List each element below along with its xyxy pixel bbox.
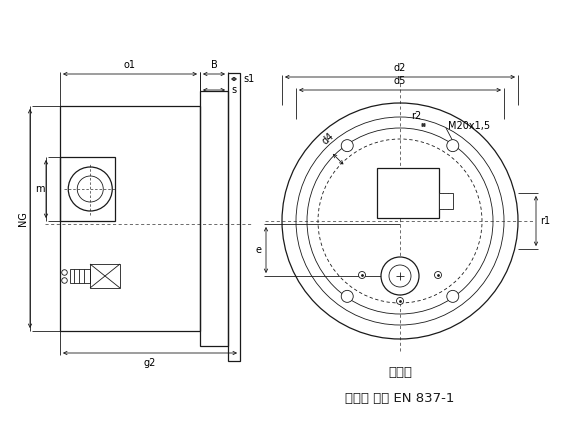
Text: e: e (256, 245, 262, 255)
Text: m: m (35, 184, 45, 194)
Text: d4: d4 (320, 131, 336, 147)
Text: s: s (231, 85, 236, 95)
Circle shape (341, 140, 353, 152)
Text: M20x1,5: M20x1,5 (448, 121, 490, 131)
Text: r1: r1 (540, 216, 550, 226)
Bar (60, 106, 200, 331)
Circle shape (381, 257, 419, 295)
Text: d5: d5 (394, 76, 406, 86)
Circle shape (341, 290, 353, 302)
Circle shape (447, 290, 459, 302)
Bar (439, 193, 453, 209)
Text: o1: o1 (124, 60, 136, 70)
Bar (377, 168, 439, 218)
Text: g2: g2 (144, 358, 156, 368)
Bar (60, 157, 115, 221)
Bar (90, 264, 120, 288)
Text: 固定孔: 固定孔 (388, 367, 412, 379)
Text: s1: s1 (243, 74, 254, 84)
Bar (70, 269, 90, 283)
Text: NG: NG (18, 211, 28, 226)
Circle shape (435, 272, 442, 279)
Text: d2: d2 (394, 63, 406, 73)
Bar (200, 91, 228, 346)
Circle shape (396, 298, 403, 304)
Text: 长孔， 根据 EN 837-1: 长孔， 根据 EN 837-1 (345, 392, 455, 405)
Text: B: B (210, 60, 217, 70)
Text: r2: r2 (411, 111, 421, 121)
Circle shape (359, 272, 366, 279)
Circle shape (447, 140, 459, 152)
Bar (228, 73, 240, 361)
